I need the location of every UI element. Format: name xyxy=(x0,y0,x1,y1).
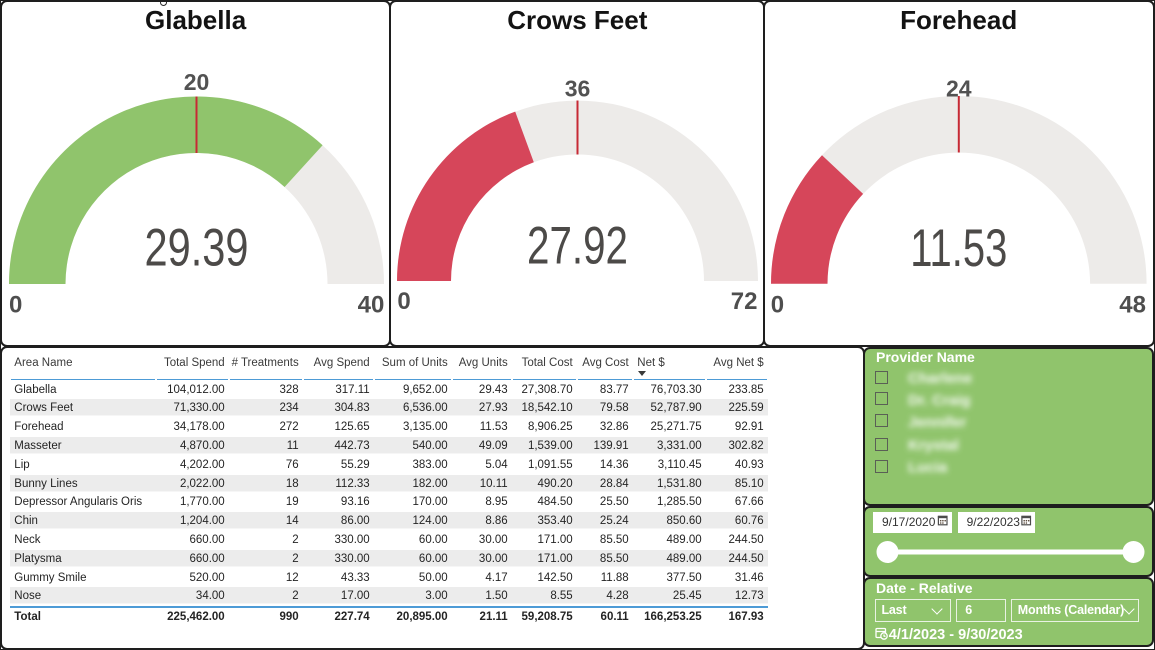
svg-text:0: 0 xyxy=(9,291,22,318)
svg-text:24: 24 xyxy=(946,76,972,102)
svg-text:11.53: 11.53 xyxy=(910,219,1007,278)
svg-text:29.39: 29.39 xyxy=(145,218,249,277)
svg-text:0: 0 xyxy=(771,292,784,319)
svg-text:72: 72 xyxy=(731,288,758,315)
svg-text:Crows Feet: Crows Feet xyxy=(507,5,647,35)
svg-text:Glabella: Glabella xyxy=(145,5,247,35)
svg-text:Forehead: Forehead xyxy=(900,5,1017,35)
svg-text:36: 36 xyxy=(565,76,591,102)
svg-text:20: 20 xyxy=(184,69,210,95)
svg-text:40: 40 xyxy=(358,291,385,318)
svg-text:27.92: 27.92 xyxy=(527,216,628,275)
svg-text:0: 0 xyxy=(397,288,410,315)
svg-text:48: 48 xyxy=(1119,292,1146,319)
